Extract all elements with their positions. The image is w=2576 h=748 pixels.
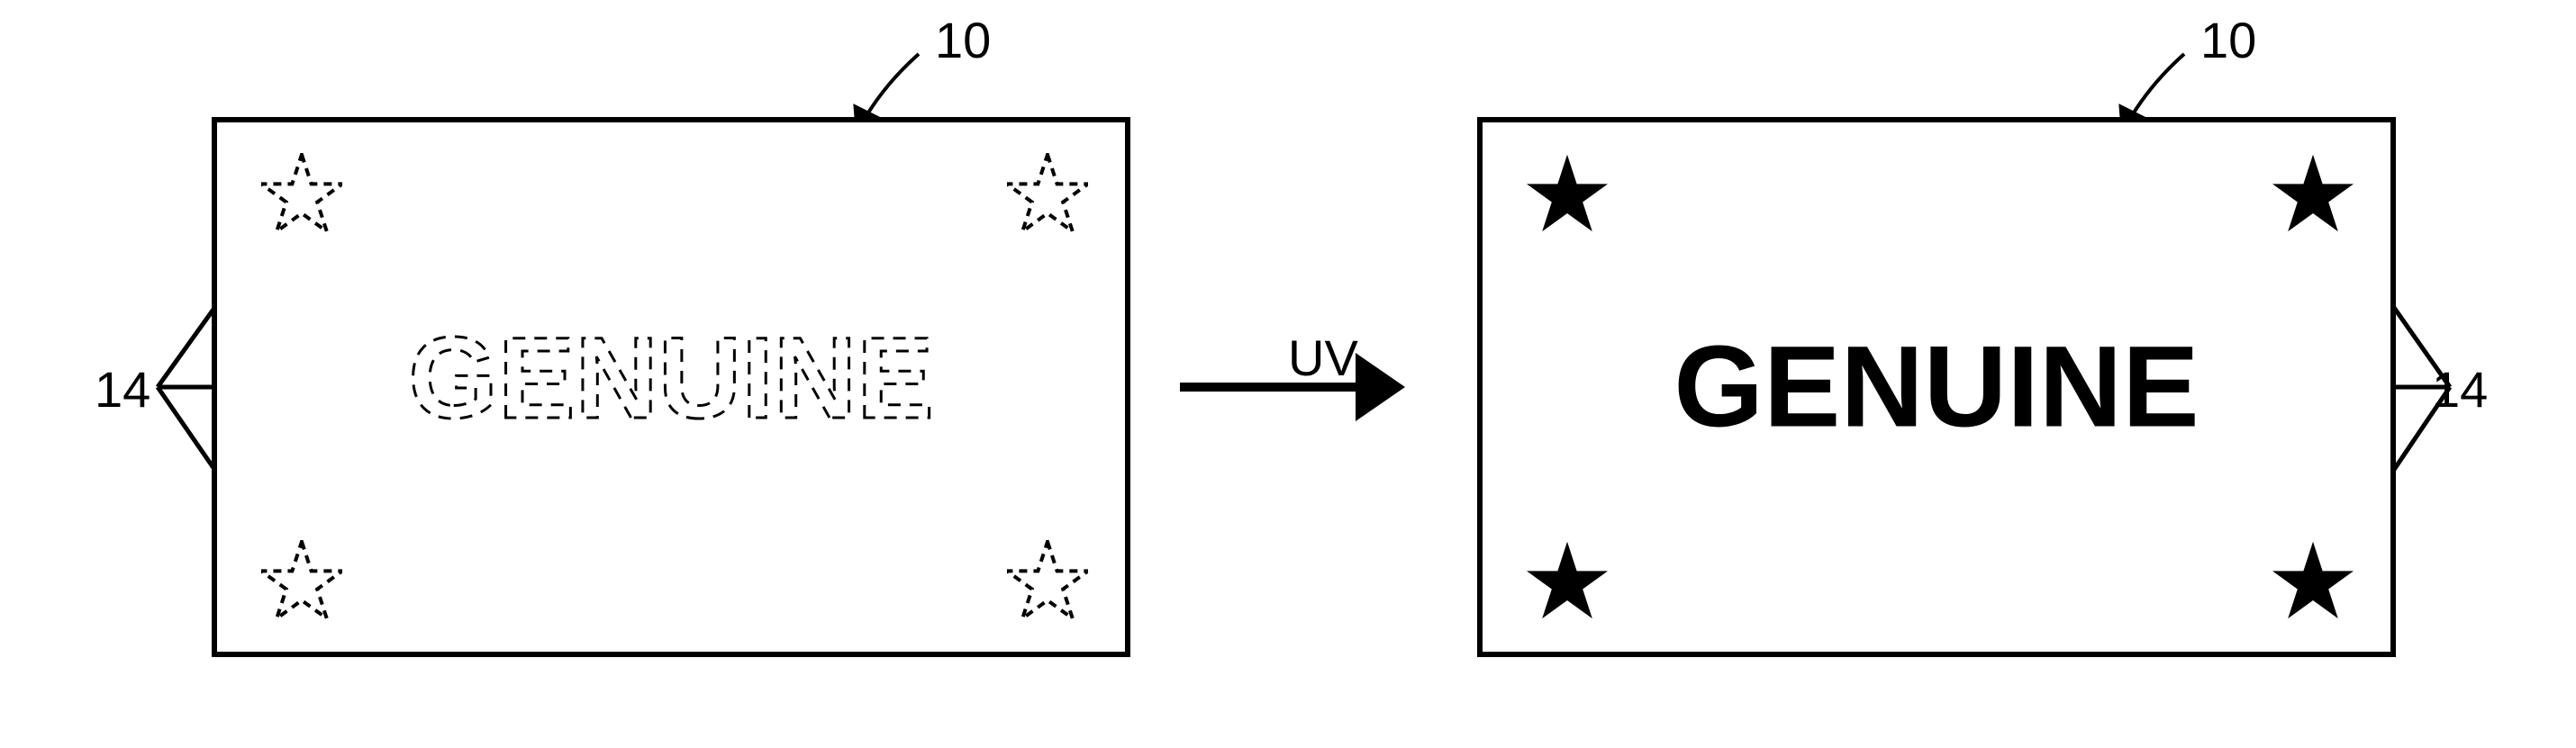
- ref-10-right: 10: [2200, 11, 2256, 69]
- ref-14-right: 14: [2432, 360, 2488, 419]
- genuine-word-invisible-dashed-outline: GENUINE: [671, 387, 672, 388]
- star-outline-3: [1007, 540, 1088, 621]
- star-outline-0: [261, 153, 342, 234]
- genuine-word-visible: GENUINE: [1673, 321, 2199, 454]
- svg-text:GENUINE: GENUINE: [408, 314, 933, 443]
- ref-10-left: 10: [935, 11, 991, 69]
- ref-14-left: 14: [95, 360, 150, 419]
- star-filled-2: [1527, 540, 1608, 621]
- star-filled-3: [2272, 540, 2354, 621]
- star-filled-0: [1527, 153, 1608, 234]
- uv-label: UV: [1288, 329, 1358, 387]
- star-filled-1: [2272, 153, 2354, 234]
- star-outline-1: [1007, 153, 1088, 234]
- star-outline-2: [261, 540, 342, 621]
- figure-canvas: GENUINEGENUINEGENUINEUV10101414: [0, 0, 2576, 748]
